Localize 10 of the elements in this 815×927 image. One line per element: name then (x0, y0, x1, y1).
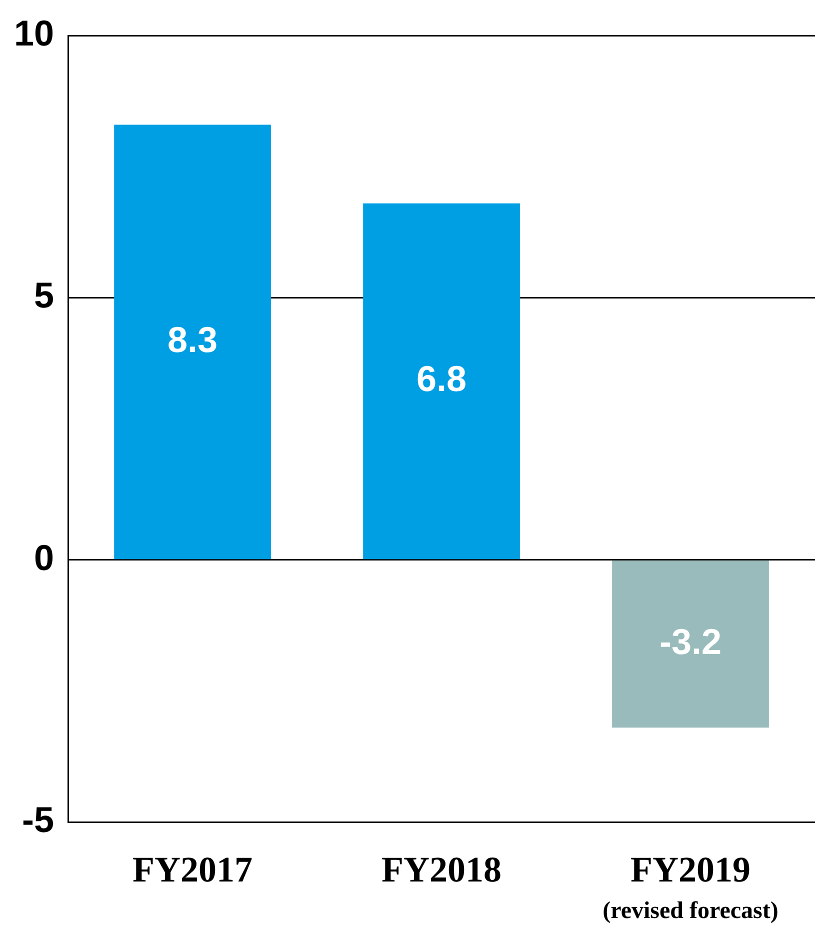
x-tick-label: FY2019 (revised forecast) (602, 849, 778, 924)
x-tick-label: FY2018 (382, 849, 502, 890)
data-label: 6.8 (416, 358, 467, 400)
data-label: -3.2 (659, 621, 722, 662)
y-tick-label: 5 (34, 274, 54, 316)
y-tick-label: 10 (14, 12, 54, 54)
data-label: 8.3 (168, 318, 218, 360)
x-tick-label: FY2017 (132, 849, 253, 890)
y-tick-label: -5 (22, 798, 54, 840)
y-tick-label: 0 (34, 536, 54, 578)
